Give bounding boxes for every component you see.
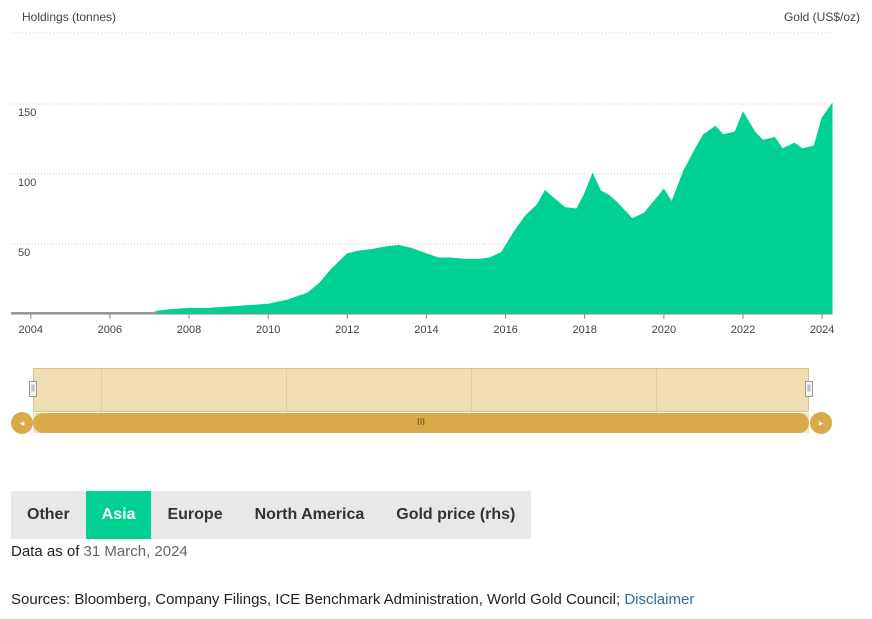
range-navigator[interactable]: || || ◂ III ▸ [11,368,832,436]
arrow-left-icon: ◂ [19,418,25,428]
y-tick-label: 50 [18,247,30,259]
navigator-gridline [656,369,657,413]
x-tick-label: 2018 [572,324,596,336]
x-tick-label: 2014 [414,324,438,336]
navigator-scrollbar[interactable]: ◂ III ▸ [11,412,832,434]
x-tick-label: 2022 [731,324,755,336]
x-tick-label: 2016 [493,324,517,336]
tab-other[interactable]: Other [27,506,70,523]
x-tick-label: 2020 [652,324,676,336]
navigator-gridline [471,369,472,413]
data-as-of-label: Data as of [11,543,80,560]
y-tick-label: 150 [18,107,36,119]
navigator-gridline [286,369,287,413]
holdings-area [11,102,833,315]
tab-gold-price[interactable]: Gold price (rhs) [396,506,516,523]
tab-north-america[interactable]: North America [254,506,365,523]
arrow-right-icon: ▸ [818,418,824,428]
right-axis-title: Gold (US$/oz) [783,10,860,24]
x-tick-label: 2010 [256,324,280,336]
data-as-of-date: 31 March, 2024 [83,543,188,560]
sources-line: Sources: Bloomberg, Company Filings, ICE… [11,591,694,608]
tab-asia[interactable]: Asia [85,491,152,539]
x-tick-label: 2008 [177,324,201,336]
x-tick-label: 2024 [810,324,834,336]
scroll-right-button[interactable]: ▸ [810,412,832,434]
navigator-left-handle[interactable]: || [29,381,37,397]
x-tick-label: 2012 [335,324,359,336]
scroll-left-button[interactable]: ◂ [11,412,33,434]
x-tick-label: 2004 [19,324,43,336]
scrollbar-thumb[interactable]: III [33,413,809,433]
tab-europe[interactable]: Europe [167,506,223,523]
left-axis-title: Holdings (tonnes) [22,10,117,24]
holdings-chart: 50 100 150 2004 2006 2008 2010 2012 2014 2016 201… [11,32,834,336]
sources-text: Sources: Bloomberg, Company Filings, ICE… [11,591,621,608]
navigator-right-handle[interactable]: || [805,381,813,397]
navigator-gridline [101,369,102,413]
y-tick-label: 100 [18,177,36,189]
region-tabs: Other Asia Europe North America Gold pri… [11,491,532,539]
navigator-selection[interactable] [33,368,809,413]
data-as-of: Data as of 31 March, 2024 [11,543,188,560]
disclaimer-link[interactable]: Disclaimer [624,591,695,608]
x-tick-label: 2006 [98,324,122,336]
